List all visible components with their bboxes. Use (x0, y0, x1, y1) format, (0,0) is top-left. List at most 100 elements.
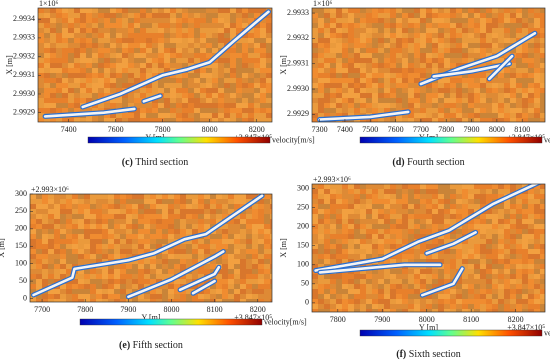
field-cell (80, 73, 86, 78)
field-cell (462, 98, 468, 103)
field-cell (30, 274, 36, 279)
field-cell (120, 239, 126, 244)
field-cell (194, 73, 200, 78)
field-cell (74, 23, 80, 28)
field-cell (378, 108, 384, 113)
field-cell (260, 53, 266, 58)
field-cell (534, 53, 540, 58)
field-cell (186, 209, 192, 214)
field-cell (242, 8, 248, 13)
field-cell (414, 38, 420, 43)
field-cell (372, 184, 378, 189)
field-cell (224, 88, 230, 93)
field-cell (72, 224, 78, 229)
field-cell (354, 184, 360, 189)
field-cell (336, 229, 342, 234)
field-cell (218, 73, 224, 78)
field-cell (396, 184, 402, 189)
field-cell (188, 83, 194, 88)
field-cell (330, 274, 336, 279)
field-cell (228, 204, 234, 209)
field-cell (438, 224, 444, 229)
field-cell (170, 88, 176, 93)
field-cell (510, 23, 516, 28)
field-cell (450, 299, 456, 304)
field-cell (432, 53, 438, 58)
field-cell (516, 234, 522, 239)
field-cell (312, 83, 318, 88)
caption-letter: (c) (122, 157, 133, 168)
field-cell (270, 249, 276, 254)
field-cell (102, 279, 108, 284)
field-cell (348, 103, 354, 108)
field-cell (474, 38, 480, 43)
field-cell (242, 83, 248, 88)
field-cell (212, 88, 218, 93)
field-cell (390, 58, 396, 63)
field-cell (204, 299, 210, 304)
field-cell (396, 63, 402, 68)
field-cell (252, 264, 258, 269)
y-tick-label: 2.9932 (13, 51, 35, 60)
field-cell (432, 189, 438, 194)
y-tick-label: 300 (15, 189, 27, 198)
field-cell (342, 194, 348, 199)
field-cell (270, 259, 276, 264)
field-cell (324, 73, 330, 78)
field-cell (200, 103, 206, 108)
field-cell (48, 244, 54, 249)
field-cell (174, 259, 180, 264)
field-cell (468, 28, 474, 33)
field-cell (102, 239, 108, 244)
field-cell (312, 78, 318, 83)
field-cell (240, 279, 246, 284)
field-cell (230, 63, 236, 68)
field-cell (330, 33, 336, 38)
field-cell (420, 63, 426, 68)
field-cell (248, 48, 254, 53)
field-cell (420, 194, 426, 199)
field-cell (62, 38, 68, 43)
field-cell (474, 219, 480, 224)
field-cell (504, 108, 510, 113)
field-cell (390, 289, 396, 294)
field-cell (258, 239, 264, 244)
field-cell (236, 43, 242, 48)
field-cell (330, 239, 336, 244)
field-cell (312, 234, 318, 239)
field-cell (420, 88, 426, 93)
field-cell (324, 103, 330, 108)
field-cell (312, 113, 318, 118)
field-cell (474, 48, 480, 53)
field-cell (162, 239, 168, 244)
field-cell (246, 229, 252, 234)
field-cell (90, 284, 96, 289)
field-cell (420, 189, 426, 194)
field-cell (408, 309, 414, 314)
field-cell (50, 88, 56, 93)
field-cell (216, 209, 222, 214)
field-cell (540, 274, 546, 279)
field-cell (432, 38, 438, 43)
field-cell (228, 234, 234, 239)
field-cell (224, 103, 230, 108)
field-cell (186, 299, 192, 304)
field-cell (56, 53, 62, 58)
field-cell (432, 43, 438, 48)
field-cell (540, 33, 546, 38)
field-cell (48, 274, 54, 279)
field-cell (42, 239, 48, 244)
field-cell (324, 184, 330, 189)
field-cell (312, 194, 318, 199)
field-cell (462, 33, 468, 38)
field-cell (522, 249, 528, 254)
y-tick-label: 200 (297, 221, 309, 230)
field-cell (222, 299, 228, 304)
field-cell (168, 254, 174, 259)
field-cell (168, 289, 174, 294)
field-cell (186, 249, 192, 254)
field-cell (122, 38, 128, 43)
field-cell (38, 43, 44, 48)
field-cell (114, 244, 120, 249)
field-cell (480, 103, 486, 108)
